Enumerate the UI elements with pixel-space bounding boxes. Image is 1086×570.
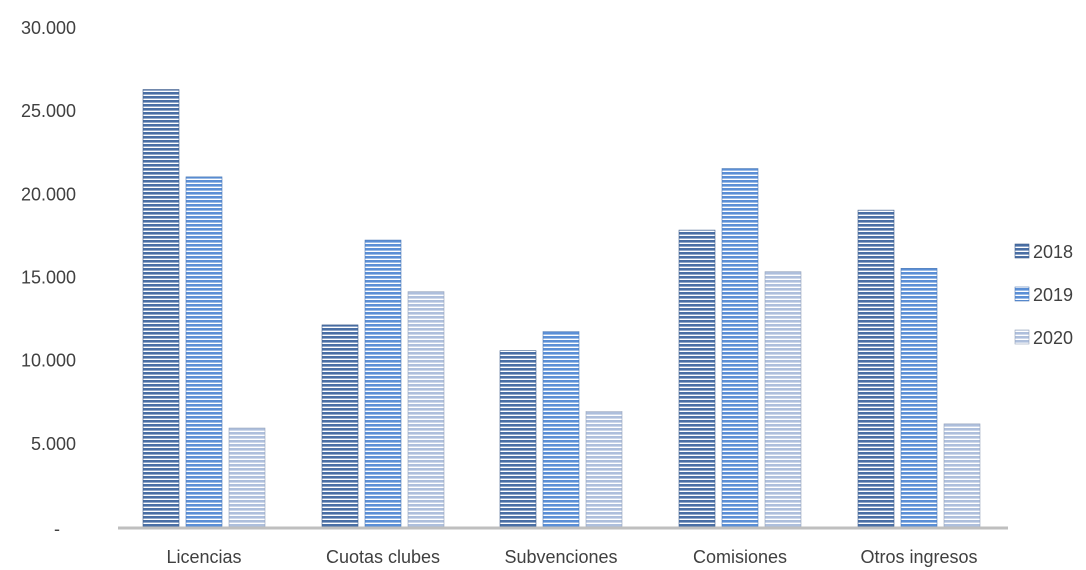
bar-2018 xyxy=(142,89,180,528)
bar-group xyxy=(678,168,802,528)
x-category-label: Cuotas clubes xyxy=(326,547,440,567)
bars xyxy=(142,89,981,528)
bar-2020 xyxy=(228,427,266,528)
x-category-label: Licencias xyxy=(166,547,241,567)
y-tick-label: 15.000 xyxy=(21,268,76,288)
legend: 2018 2019 2020 xyxy=(1014,242,1073,348)
legend-label: 2019 xyxy=(1033,285,1073,305)
y-tick-label: 10.000 xyxy=(21,351,76,371)
legend-item: 2019 xyxy=(1014,285,1073,305)
bar-group xyxy=(857,209,981,528)
bar-group xyxy=(499,331,623,528)
legend-swatch xyxy=(1014,329,1030,345)
bar-2018 xyxy=(678,229,716,528)
bar-2020 xyxy=(943,423,981,528)
legend-swatch xyxy=(1014,243,1030,259)
y-tick-label: 20.000 xyxy=(21,184,76,204)
bar-2020 xyxy=(585,411,623,528)
bar-2019 xyxy=(364,239,402,528)
bar-2019 xyxy=(900,268,938,528)
bar-group xyxy=(321,239,445,528)
legend-item: 2020 xyxy=(1014,328,1073,348)
legend-item: 2018 xyxy=(1014,242,1073,262)
x-category-label: Comisiones xyxy=(693,547,787,567)
bar-2020 xyxy=(407,291,445,528)
bar-2018 xyxy=(857,209,895,528)
bar-group xyxy=(142,89,266,528)
bar-2020 xyxy=(764,271,802,528)
y-tick-label: 5.000 xyxy=(31,434,76,454)
y-tick-label: 25.000 xyxy=(21,101,76,121)
y-axis-ticks: - 5.000 10.000 15.000 20.000 25.000 30.000 xyxy=(21,18,76,539)
bar-2019 xyxy=(721,168,759,528)
bar-2019 xyxy=(542,331,580,528)
legend-label: 2018 xyxy=(1033,242,1073,262)
legend-swatch xyxy=(1014,286,1030,302)
bar-2019 xyxy=(185,176,223,528)
bar-2018 xyxy=(499,350,537,528)
legend-label: 2020 xyxy=(1033,328,1073,348)
y-tick-label: 30.000 xyxy=(21,18,76,38)
x-axis-category-labels: Licencias Cuotas clubes Subvenciones Comisi… xyxy=(166,547,977,567)
y-tick-label: - xyxy=(54,519,60,539)
bar-2018 xyxy=(321,324,359,528)
x-category-label: Subvenciones xyxy=(504,547,617,567)
x-category-label: Otros ingresos xyxy=(860,547,977,567)
